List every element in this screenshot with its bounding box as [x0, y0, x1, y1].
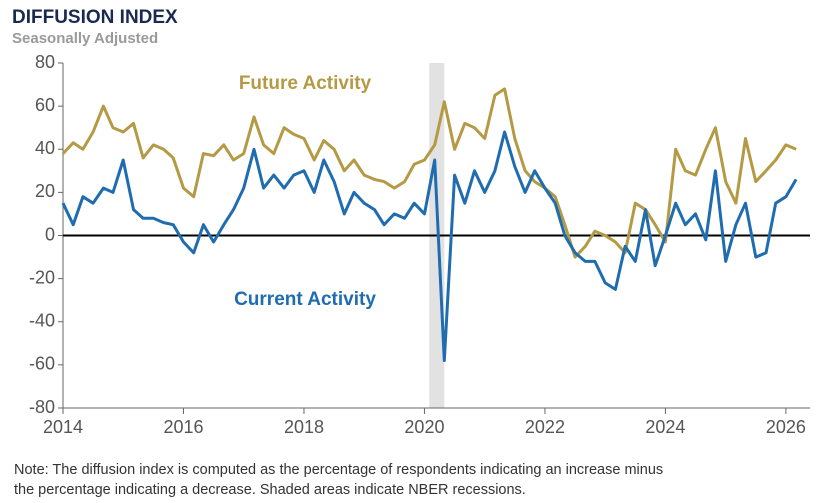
x-tick-label: 2018	[284, 417, 324, 437]
y-tick-label: 20	[35, 181, 55, 201]
note: Note: The diffusion index is computed as…	[14, 462, 663, 478]
y-tick-label: -60	[29, 354, 55, 374]
y-tick-label: 40	[35, 138, 55, 158]
y-tick-label: 60	[35, 95, 55, 115]
y-tick-label: 80	[35, 52, 55, 72]
legend-label: Current Activity	[234, 289, 376, 310]
x-tick-label: 2024	[645, 417, 685, 437]
y-tick-label: -20	[29, 267, 55, 287]
series-line	[61, 87, 797, 259]
chart-title: DIFFUSION INDEX	[12, 7, 178, 28]
note: the percentage indicating a decrease. Sh…	[14, 482, 526, 498]
x-tick-label: 2014	[43, 417, 83, 437]
x-tick-label: 2020	[404, 417, 444, 437]
y-tick-label: -40	[29, 311, 55, 331]
y-tick-label: 0	[45, 224, 55, 244]
chart-subtitle: Seasonally Adjusted	[12, 30, 158, 47]
legend-label: Future Activity	[239, 73, 372, 94]
series-line	[61, 130, 798, 363]
x-tick-label: 2016	[163, 417, 203, 437]
y-tick-label: -80	[29, 397, 55, 417]
x-tick-label: 2022	[525, 417, 565, 437]
x-tick-label: 2026	[766, 417, 806, 437]
